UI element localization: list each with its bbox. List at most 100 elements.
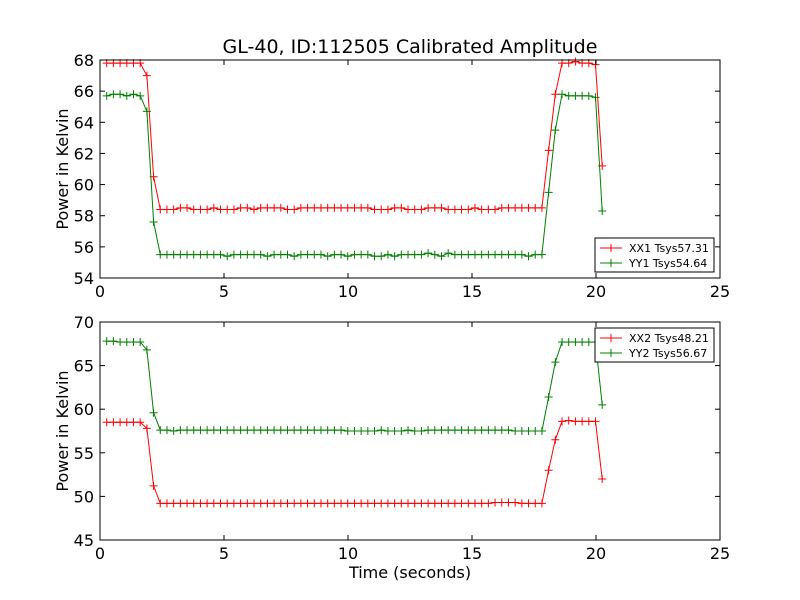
- data-point: [531, 203, 540, 212]
- data-point: [337, 203, 346, 212]
- data-point: [136, 338, 145, 347]
- data-point: [256, 250, 265, 259]
- plot-frame: [99, 59, 721, 279]
- data-point: [323, 499, 332, 508]
- data-point: [263, 426, 272, 435]
- data-point: [169, 427, 178, 435]
- data-point: [330, 499, 339, 508]
- data-point: [551, 90, 560, 99]
- data-point: [263, 499, 272, 508]
- data-point: [511, 427, 520, 435]
- y-tick-label: 56: [74, 238, 94, 257]
- data-point: [243, 499, 252, 508]
- y-tick-label: 50: [74, 487, 94, 506]
- data-point: [417, 205, 426, 214]
- data-point: [444, 426, 453, 435]
- data-point: [377, 205, 386, 214]
- data-point: [337, 499, 346, 508]
- data-point: [303, 250, 312, 259]
- x-tick-label: 25: [710, 282, 730, 301]
- x-tick-label: 20: [586, 282, 606, 301]
- data-point: [584, 338, 593, 347]
- data-point: [410, 427, 419, 435]
- data-point: [283, 205, 292, 214]
- data-point: [250, 250, 259, 259]
- data-point: [209, 203, 218, 212]
- legend-marker: [607, 259, 615, 267]
- data-point: [370, 205, 379, 214]
- data-point: [430, 203, 439, 212]
- y-tick-label: 45: [74, 531, 94, 550]
- data-point: [544, 146, 553, 155]
- y-tick-label: 54: [74, 269, 94, 288]
- data-point: [323, 426, 332, 435]
- data-point: [497, 498, 506, 507]
- data-point: [270, 203, 279, 212]
- data-point: [390, 427, 399, 435]
- data-point: [363, 427, 372, 435]
- data-point: [390, 252, 399, 261]
- data-point: [404, 250, 413, 259]
- data-point: [537, 427, 546, 435]
- data-point: [457, 499, 466, 508]
- data-point: [571, 417, 580, 426]
- data-point: [524, 499, 533, 508]
- data-point: [337, 250, 346, 259]
- data-point: [216, 250, 225, 259]
- data-point: [504, 498, 513, 507]
- data-point: [316, 250, 325, 259]
- data-point: [397, 250, 406, 259]
- data-point: [363, 499, 372, 508]
- data-point: [551, 126, 560, 135]
- series-line: [106, 61, 603, 211]
- data-point: [156, 250, 165, 259]
- data-point: [169, 205, 178, 214]
- data-point: [236, 499, 245, 508]
- data-point: [243, 250, 252, 259]
- data-point: [183, 203, 192, 212]
- data-point: [450, 250, 459, 259]
- data-point: [357, 203, 366, 212]
- data-point: [497, 250, 506, 259]
- data-point: [149, 481, 158, 490]
- data-point: [183, 250, 192, 259]
- legend-box: [594, 237, 715, 273]
- y-axis-label: Power in Kelvin: [53, 108, 72, 229]
- data-point: [551, 358, 560, 367]
- data-point: [316, 499, 325, 508]
- data-point: [189, 250, 198, 259]
- data-point: [203, 426, 212, 435]
- data-point: [169, 250, 178, 259]
- x-tick-label: 5: [219, 282, 229, 301]
- data-point: [283, 499, 292, 508]
- data-point: [444, 249, 453, 258]
- data-point: [330, 250, 339, 259]
- data-point: [511, 203, 520, 212]
- data-point: [397, 499, 406, 508]
- data-point: [270, 499, 279, 508]
- data-point: [209, 426, 218, 435]
- legend-label: XX2 Tsys48.21: [629, 332, 709, 345]
- data-point: [383, 250, 392, 259]
- data-point: [183, 426, 192, 435]
- data-point: [337, 426, 346, 435]
- data-point: [102, 337, 111, 346]
- data-point: [531, 499, 540, 508]
- data-point: [203, 499, 212, 508]
- data-point: [544, 466, 553, 475]
- data-point: [176, 499, 185, 508]
- y-tick-label: 70: [74, 313, 94, 332]
- data-point: [129, 338, 138, 347]
- data-point: [564, 91, 573, 100]
- data-point: [270, 250, 279, 259]
- data-point: [142, 345, 151, 354]
- data-point: [417, 499, 426, 508]
- data-point: [578, 91, 587, 100]
- y-tick-label: 62: [74, 144, 94, 163]
- data-point: [430, 426, 439, 435]
- data-point: [564, 416, 573, 425]
- data-point: [162, 499, 171, 508]
- data-point: [116, 90, 125, 99]
- data-point: [424, 249, 433, 258]
- data-point: [250, 499, 259, 508]
